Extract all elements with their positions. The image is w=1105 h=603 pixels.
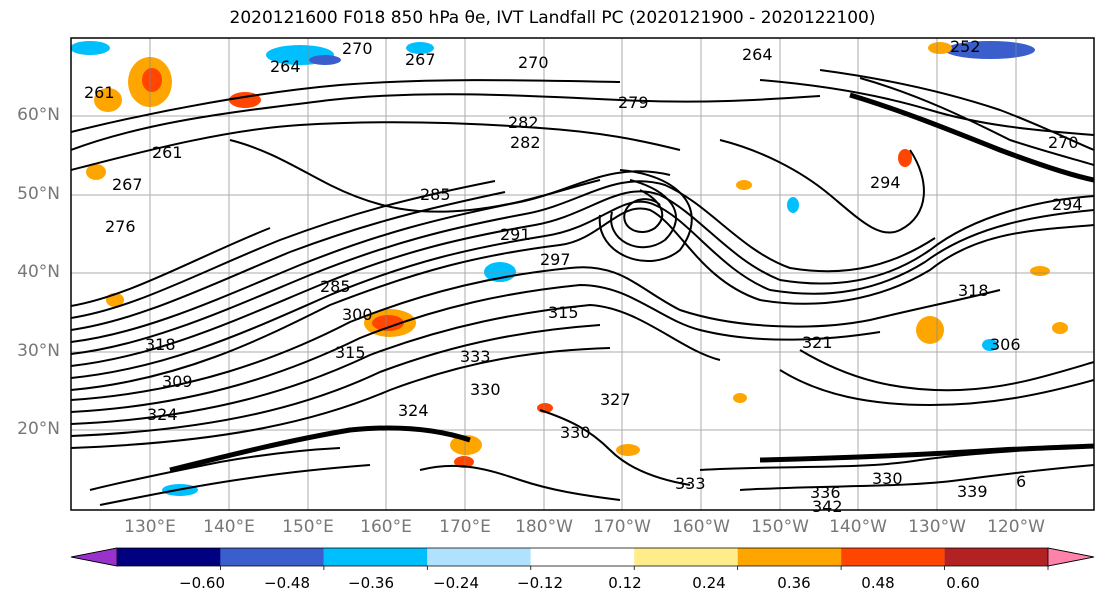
- contour-label: 297: [540, 250, 571, 269]
- colorbar-swatch: [220, 548, 324, 566]
- colorbar-swatch: [841, 548, 945, 566]
- contour-label: 318: [958, 281, 989, 300]
- contour-label: 282: [508, 113, 539, 132]
- contour-label: 315: [548, 303, 579, 322]
- colorbar-tick-label: 0.12: [608, 574, 642, 592]
- contour-label: 306: [990, 335, 1021, 354]
- contour-label: 294: [870, 173, 901, 192]
- contour-label: 270: [1048, 133, 1079, 152]
- colorbar-swatch: [117, 548, 221, 566]
- contour-label: 279: [618, 93, 649, 112]
- colorbar-tick-label: −0.24: [433, 574, 479, 592]
- figure-title: 2020121600 F018 850 hPa θe, IVT Landfall…: [229, 8, 876, 28]
- lon-label: 130°W: [908, 517, 966, 537]
- lon-label: 140°W: [829, 517, 887, 537]
- lon-label: 170°W: [593, 517, 651, 537]
- contour-label: 285: [420, 185, 451, 204]
- contour-label: 264: [742, 45, 773, 64]
- contour-label: 270: [518, 53, 549, 72]
- lat-label: 20°N: [17, 419, 60, 439]
- contour-label: 327: [600, 390, 631, 409]
- colorbar-swatch: [737, 548, 842, 566]
- colorbar: [70, 547, 1095, 570]
- lat-label: 40°N: [17, 262, 60, 282]
- contour-label: 333: [675, 474, 706, 493]
- contour-label: 324: [398, 401, 429, 420]
- lat-label: 30°N: [17, 341, 60, 361]
- colorbar-tick-label: −0.48: [264, 574, 310, 592]
- contour-label: 330: [872, 469, 903, 488]
- contour-label: 261: [152, 143, 183, 162]
- map-border: [70, 37, 1095, 511]
- colorbar-extend-low: [70, 547, 118, 567]
- colorbar-swatch: [427, 548, 531, 566]
- contour-label: 291: [500, 225, 531, 244]
- contour-label: 342: [812, 497, 843, 516]
- colorbar-extend-high: [1047, 547, 1095, 567]
- contour-label: 318: [145, 335, 176, 354]
- contour-label: 330: [470, 380, 501, 399]
- contour-label: 336: [810, 483, 841, 502]
- colorbar-tick-label: −0.60: [179, 574, 225, 592]
- contour-label: 339: [957, 482, 988, 501]
- colorbar-tick-label: 0.48: [861, 574, 895, 592]
- contour-label: 315: [335, 343, 366, 362]
- lon-label: 130°E: [124, 517, 176, 537]
- contour-label: 330: [560, 423, 591, 442]
- lon-label: 180°W: [515, 517, 573, 537]
- colorbar-tick-label: 0.24: [692, 574, 726, 592]
- lat-label: 60°N: [17, 105, 60, 125]
- colorbar-swatch: [634, 548, 738, 566]
- contour-label: 333: [460, 347, 491, 366]
- contour-label: 324: [147, 405, 178, 424]
- contour-label: 282: [510, 133, 541, 152]
- colorbar-swatch: [944, 548, 1048, 566]
- lat-label: 50°N: [17, 184, 60, 204]
- contour-label: 267: [405, 50, 436, 69]
- contour-label: 276: [105, 217, 136, 236]
- contour-label: 261: [84, 83, 115, 102]
- colorbar-outline: [70, 547, 1095, 567]
- contour-label: 300: [342, 305, 373, 324]
- lon-label: 140°E: [203, 517, 255, 537]
- contour-label: 270: [342, 39, 373, 58]
- colorbar-swatch: [323, 548, 428, 566]
- lon-label: 150°E: [282, 517, 334, 537]
- contour-label: 321: [802, 333, 833, 352]
- contour-label: 294: [1052, 195, 1083, 214]
- lon-label: 160°W: [672, 517, 730, 537]
- lon-label: 170°E: [439, 517, 491, 537]
- theta-e-contours: [71, 69, 1094, 506]
- colorbar-tick-label: −0.36: [348, 574, 394, 592]
- colorbar-tick-label: 0.36: [777, 574, 811, 592]
- contour-label: 285: [320, 277, 351, 296]
- colorbar-swatch: [530, 548, 635, 566]
- colorbar-tick-label: −0.12: [517, 574, 563, 592]
- lon-label: 120°W: [987, 517, 1045, 537]
- contour-label: 264: [270, 57, 301, 76]
- lon-label: 150°W: [751, 517, 809, 537]
- bold-theta-e-contours: [169, 92, 1094, 473]
- contour-label: 267: [112, 175, 143, 194]
- contour-label: 6: [1016, 472, 1026, 491]
- lon-label: 160°E: [360, 517, 412, 537]
- contour-label: 309: [162, 372, 193, 391]
- colorbar-tick-label: 0.60: [946, 574, 980, 592]
- contour-label: 252: [950, 37, 981, 56]
